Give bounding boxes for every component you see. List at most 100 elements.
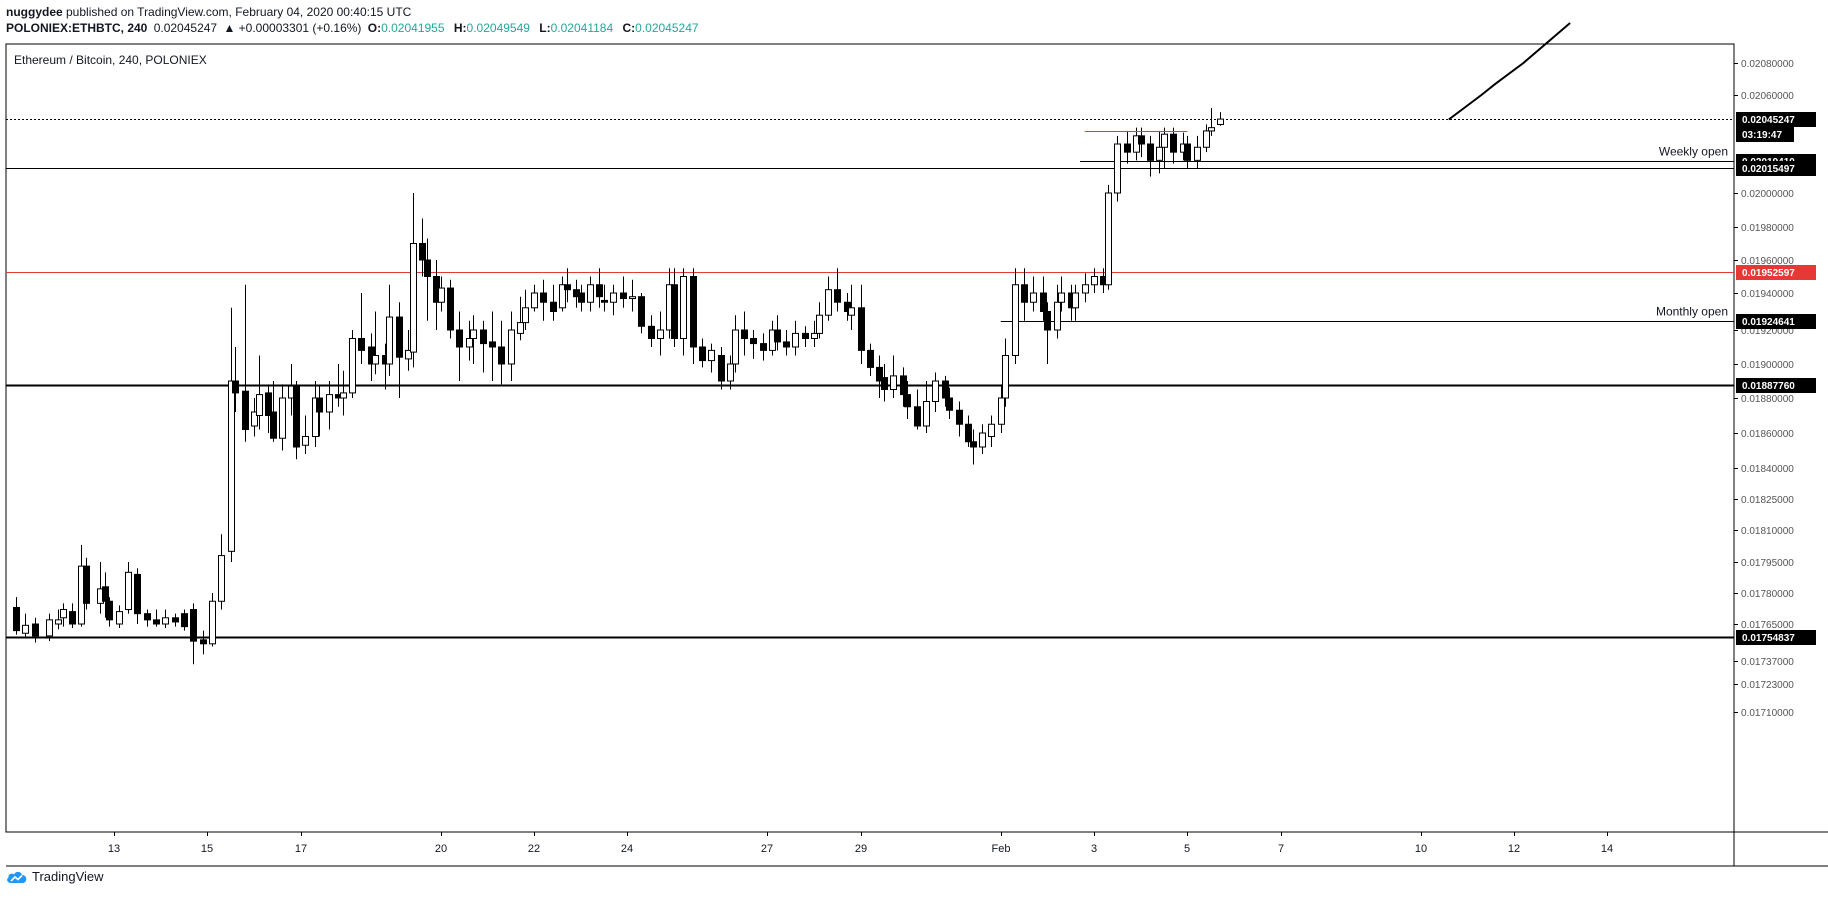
price-label-bg <box>1736 630 1816 645</box>
candle-126 <box>1054 284 1061 339</box>
candle-78 <box>657 311 664 356</box>
x-tick-label: 24 <box>621 843 633 855</box>
y-tick-label: 0.01960000 <box>1741 256 1794 267</box>
last-price-value: 0.02045247 <box>153 21 218 35</box>
ohlc-line: POLONIEX:ETHBTC, 240 0.02045247 ▲ +0.000… <box>6 20 705 36</box>
candle-body <box>816 314 823 334</box>
candle-20 <box>190 603 197 665</box>
chart-header: nuggydee published on TradingView.com, F… <box>6 4 705 36</box>
candle-body <box>200 639 207 645</box>
footer-brand[interactable]: TradingView <box>6 869 104 884</box>
plot-frame <box>5 43 1735 833</box>
x-tick-label: 5 <box>1184 843 1190 855</box>
candle-body <box>858 307 865 351</box>
candle-body <box>209 600 216 645</box>
candle-65 <box>550 284 557 321</box>
close-value: 0.02045247 <box>635 21 699 35</box>
candle-95 <box>802 326 809 347</box>
candle-body <box>517 322 524 334</box>
price-label-text: 0.01754837 <box>1742 633 1795 644</box>
candle-body <box>522 307 529 324</box>
candle-body <box>559 284 566 309</box>
candle-57 <box>480 320 487 373</box>
candle-body <box>531 292 538 309</box>
candle-71 <box>596 268 603 308</box>
candle-103 <box>867 343 874 376</box>
candle-body <box>956 409 963 425</box>
candle-110 <box>923 381 930 433</box>
drawings <box>1084 22 1571 132</box>
candle-96 <box>811 320 818 347</box>
candle-body <box>834 289 841 303</box>
candle-body <box>1044 311 1051 331</box>
candle-body <box>218 555 225 602</box>
y-tick-label: 0.02000000 <box>1741 189 1794 200</box>
candle-body <box>718 355 725 382</box>
x-tick-label: Feb <box>992 843 1011 855</box>
candle-body <box>153 619 160 625</box>
candle-body <box>1091 276 1098 286</box>
candle-33 <box>293 381 300 460</box>
y-tick-label: 0.01880000 <box>1741 394 1794 405</box>
x-tick-label: 20 <box>435 843 447 855</box>
candle-body <box>680 276 687 339</box>
x-tick-label: 13 <box>108 843 120 855</box>
candle-body <box>232 380 239 394</box>
candle-127 <box>1058 276 1065 312</box>
candle-body <box>32 623 39 637</box>
candle-131 <box>1091 268 1098 293</box>
candle-body <box>1040 292 1047 312</box>
y-tick-label: 0.01795000 <box>1741 558 1794 569</box>
candle-49 <box>419 218 426 277</box>
candle-89 <box>750 330 757 359</box>
candle-108 <box>904 381 911 419</box>
author-name[interactable]: nuggydee <box>6 5 63 19</box>
candle-body <box>1002 355 1009 399</box>
candle-35 <box>312 381 319 447</box>
candle-54 <box>456 311 463 381</box>
candle-body <box>1072 292 1079 309</box>
candle-body <box>848 307 855 316</box>
candle-111 <box>932 372 939 412</box>
candle-body <box>302 436 309 446</box>
candle-body <box>802 332 809 339</box>
candle-body <box>251 411 258 427</box>
candle-body <box>466 338 473 348</box>
candle-body <box>1161 133 1168 148</box>
candle-60 <box>508 311 515 381</box>
candle-1 <box>22 613 29 639</box>
candle-body <box>470 329 477 339</box>
candle-47 <box>405 330 412 371</box>
candle-53 <box>447 279 454 339</box>
candle-124 <box>1040 276 1047 321</box>
candle-body <box>904 394 911 408</box>
candle-12 <box>116 605 123 628</box>
x-tick-label: 17 <box>295 843 307 855</box>
candle-55 <box>466 320 473 361</box>
candle-body <box>1170 133 1177 153</box>
candle-body <box>396 316 403 358</box>
candle-body <box>162 617 169 625</box>
candle-body <box>242 390 249 431</box>
candle-body <box>923 401 930 427</box>
candle-70 <box>587 276 594 312</box>
candle-body <box>671 284 678 339</box>
low-value: 0.02041184 <box>550 21 614 35</box>
candle-body <box>270 411 277 439</box>
candle-body <box>60 609 67 619</box>
candle-body <box>410 243 417 353</box>
y-tick-label: 0.01723000 <box>1741 680 1794 691</box>
price-axis: 0.02080000 0.02060000 0.02000000 0.01980000… <box>1734 59 1794 719</box>
candle-80 <box>671 268 678 347</box>
candle-body <box>932 380 939 402</box>
candle-body <box>83 565 90 604</box>
candle-11 <box>106 597 113 627</box>
candle-body <box>447 287 454 331</box>
candle-28 <box>256 355 263 430</box>
candle-body <box>386 316 393 365</box>
candle-113 <box>946 387 953 419</box>
candle-19 <box>181 609 188 631</box>
candle-147 <box>1217 112 1224 126</box>
candle-102 <box>858 284 865 364</box>
